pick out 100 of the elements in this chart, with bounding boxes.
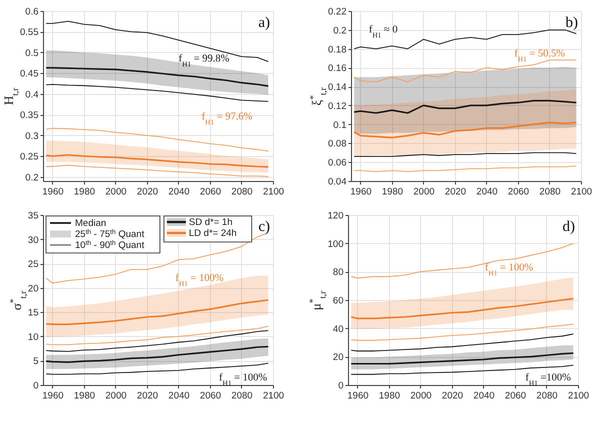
y-tick-label: 35: [28, 210, 38, 222]
x-tick-label: 2040: [473, 390, 495, 402]
y-tick-label: 0.25: [20, 152, 38, 163]
line-series: [46, 128, 269, 152]
y-tick-label: 0.55: [20, 27, 38, 38]
x-tick-label: 2000: [105, 186, 127, 198]
x-tick-label: 2080: [231, 186, 253, 198]
x-tick-label: 2000: [413, 186, 435, 198]
y-tick-label: 0.2: [333, 25, 346, 36]
annotation: f$_{H1}$ = 100%: [484, 262, 534, 278]
y-tick-label: 0.45: [20, 68, 38, 80]
line-series: [353, 122, 578, 138]
x-tick-label: 2080: [536, 390, 558, 402]
x-tick-label: 2060: [200, 390, 222, 402]
x-tick-label: 2040: [476, 186, 498, 198]
x-tick-label: 2080: [231, 390, 253, 402]
y-tick-label: 80: [332, 267, 344, 278]
line-series: [45, 67, 270, 87]
annotation: c): [258, 219, 270, 235]
x-tick-label: 2040: [168, 186, 190, 198]
y-tick-label: 0.18: [328, 44, 346, 56]
x-tick-label: 1980: [74, 390, 96, 402]
y-tick-label: 100: [328, 238, 344, 250]
y-tick-label: 0.06: [328, 158, 346, 169]
line-series: [350, 334, 574, 352]
x-tick-label: 2020: [136, 186, 158, 198]
x-tick-label: 2040: [168, 390, 190, 402]
x-tick-label: 2020: [136, 390, 158, 402]
annotation: f$_{H1}$ =100%: [525, 372, 572, 387]
y-tick-label: 0.08: [328, 138, 346, 150]
x-tick-label: 1960: [347, 390, 369, 402]
line-series: [350, 298, 574, 320]
y-tick-label: 0.16: [328, 63, 346, 74]
x-tick-label: 2020: [444, 186, 466, 198]
x-tick-label: 2060: [508, 186, 530, 198]
legend-label: SD d*= 1h: [188, 217, 232, 228]
y-tick-label: 0.5: [25, 48, 38, 59]
y-tick-label: 15: [28, 308, 38, 319]
y-tick-label: 30: [28, 234, 38, 246]
y-tick-label: 120: [328, 210, 344, 222]
annotation: f$_{H1}$ ≈ 0: [368, 24, 398, 40]
x-tick-label: 1960: [42, 186, 64, 198]
legend-label: LD d*= 24h: [188, 228, 237, 239]
y-tick-label: 25: [28, 259, 38, 270]
line-series: [350, 352, 574, 365]
y-tick-label: 0.2: [25, 172, 38, 184]
annotation: Median: [75, 218, 106, 229]
y-tick-label: 0.1: [333, 120, 346, 131]
y-tick-label: 10: [28, 332, 38, 343]
x-tick-label: 1980: [378, 390, 400, 402]
y-tick-label: 0.3: [25, 130, 38, 142]
line-series: [353, 100, 578, 114]
annotation: 25$^{th}$ - 75$^{th}$ Quant: [75, 228, 145, 240]
y-tick-label: 20: [332, 352, 344, 364]
line-series: [46, 84, 269, 102]
annotation: b): [566, 15, 578, 31]
line-series: [46, 326, 269, 346]
line-series: [350, 324, 574, 341]
x-tick-label: 2060: [200, 186, 222, 198]
x-tick-label: 2000: [105, 390, 127, 402]
y-tick-label: 0: [33, 380, 38, 392]
annotation: f$_{H1}$ = 100%: [175, 272, 224, 288]
x-tick-label: 2100: [262, 390, 284, 402]
line-series: [350, 364, 574, 375]
x-tick-label: 2080: [539, 186, 561, 198]
y-tick-label: 0.14: [328, 82, 346, 94]
y-tick-label: 20: [28, 283, 38, 294]
annotation: f$_{H1}$ = 99.8%: [178, 54, 230, 68]
y-tick-label: 0: [338, 380, 344, 392]
x-tick-label: 2020: [442, 390, 464, 402]
line-series: [46, 330, 269, 352]
annotation: a): [258, 15, 270, 31]
annotation: d): [562, 219, 575, 235]
annotation: 10$^{th}$ - 90$^{th}$ Quant: [75, 240, 145, 251]
line-series: [45, 154, 270, 168]
annotation: f$_{H1}$ = 97.6%: [202, 111, 253, 126]
line-series: [46, 164, 269, 177]
y-tick-label: 5: [33, 356, 38, 368]
line-series: [45, 299, 270, 326]
annotation: f$_{H1}$ = 100%: [219, 372, 268, 387]
x-tick-label: 2100: [570, 186, 592, 198]
x-tick-label: 1980: [382, 186, 404, 198]
x-tick-label: 2000: [410, 390, 432, 402]
line-series: [46, 362, 269, 375]
line-series: [350, 242, 574, 278]
y-tick-label: 60: [332, 296, 344, 306]
x-tick-label: 2100: [262, 186, 284, 198]
y-tick-label: 40: [332, 324, 344, 335]
annotation: f$_{H1}$ = 50.5%: [514, 48, 566, 63]
x-tick-label: 1960: [350, 186, 372, 198]
y-tick-label: 0.22: [328, 6, 346, 18]
y-tick-label: 0.4: [25, 89, 38, 100]
y-tick-label: 0.6: [25, 6, 38, 18]
line-series: [354, 60, 577, 82]
x-tick-label: 2060: [504, 390, 526, 402]
y-tick-label: 0.04: [328, 176, 346, 188]
x-tick-label: 1980: [74, 186, 96, 198]
x-tick-label: 1960: [42, 390, 64, 402]
y-tick-label: 0.35: [20, 110, 38, 122]
x-tick-label: 2100: [568, 390, 590, 402]
